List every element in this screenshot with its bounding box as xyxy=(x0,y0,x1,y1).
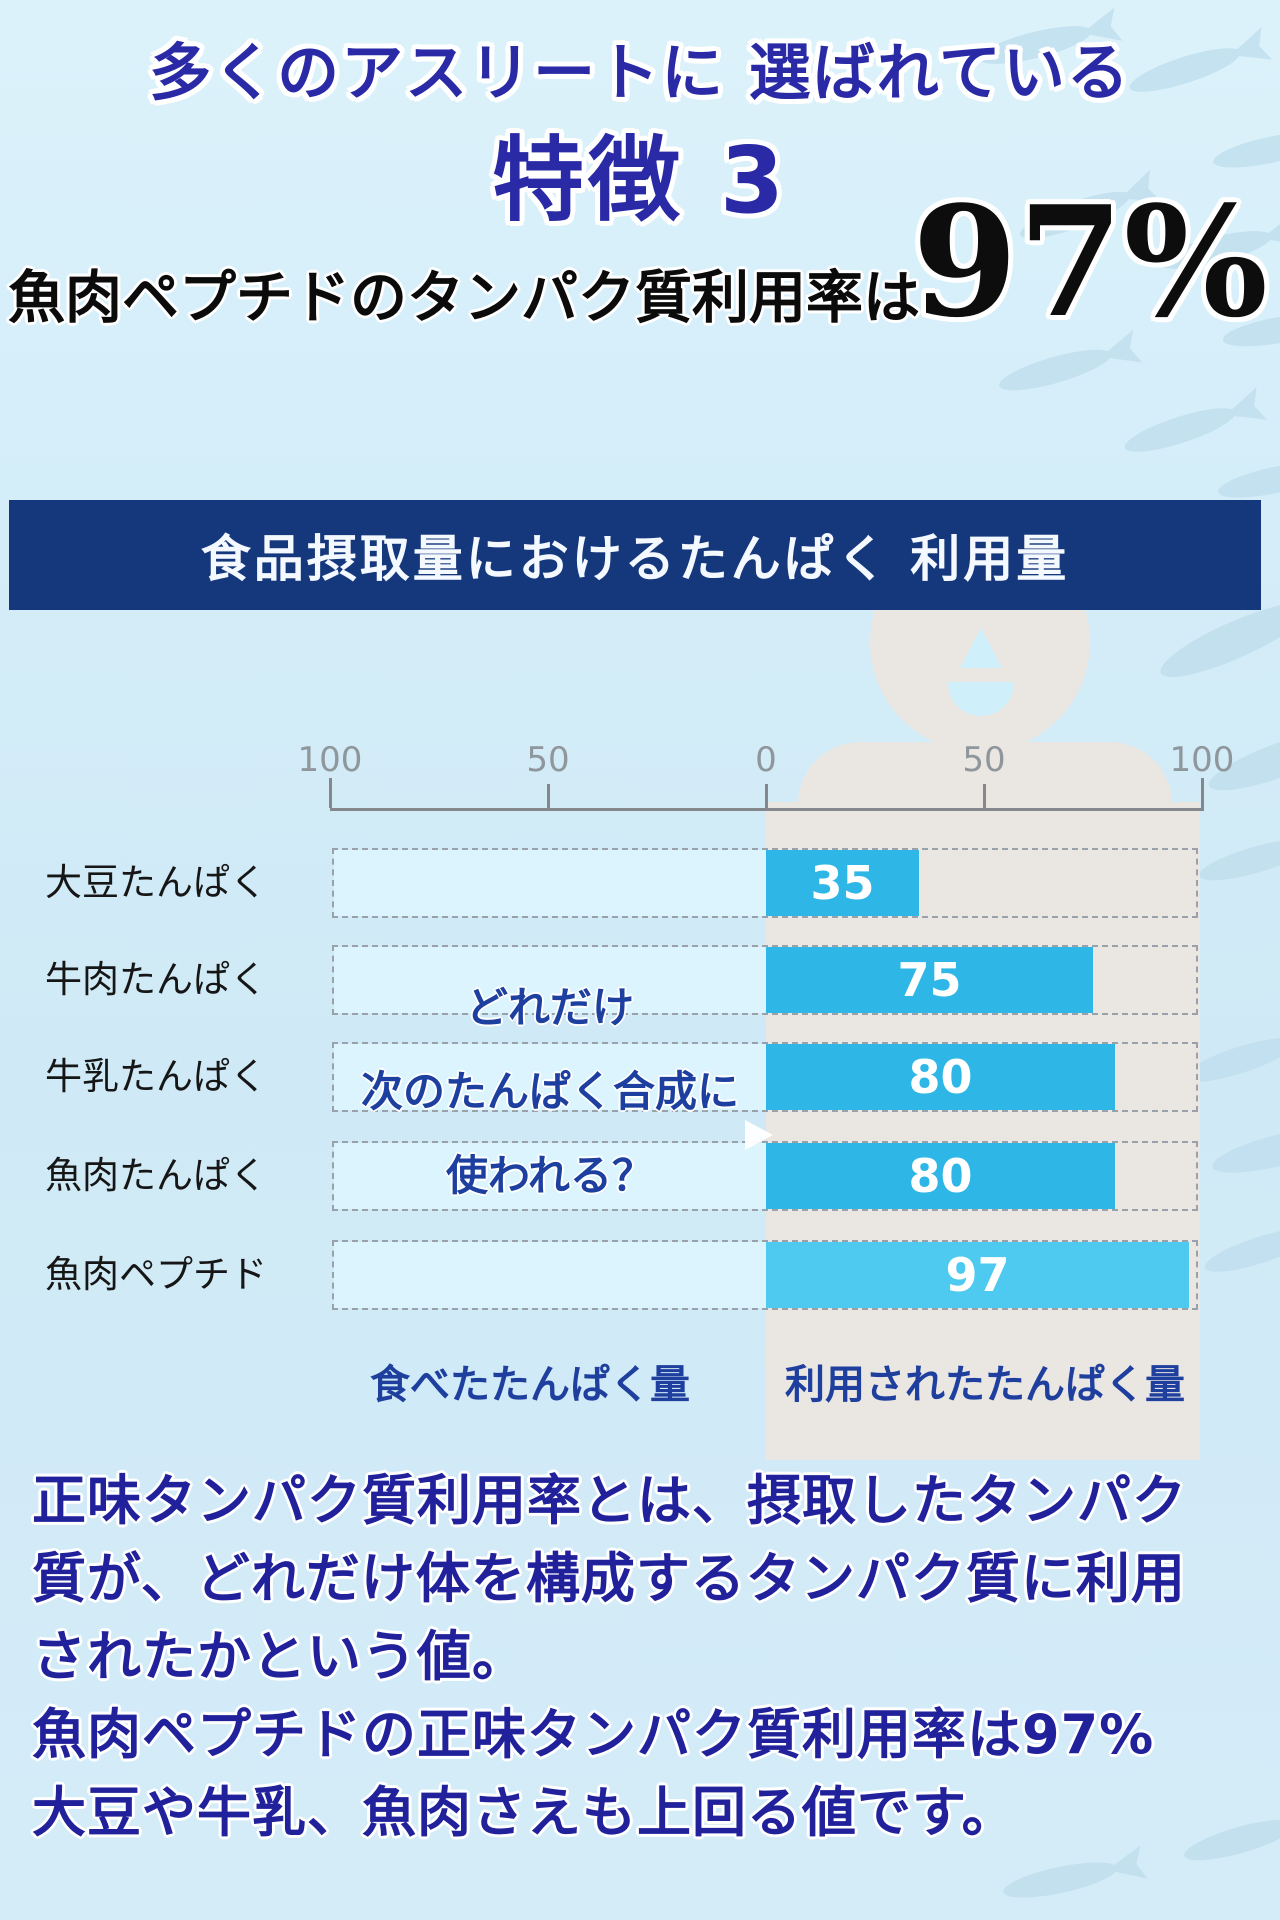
footer-line: 質が、どれだけ体を構成するタンパク質に利用 xyxy=(32,1547,1186,1610)
bar-fish: 80 xyxy=(766,1143,1115,1209)
bar-value: 80 xyxy=(908,1050,973,1104)
subtitle-text: 魚肉ペプチドのタンパク質利用率は xyxy=(8,265,920,331)
axis-line xyxy=(330,808,1204,811)
row-box: 35 xyxy=(332,848,1198,918)
bar-value: 80 xyxy=(908,1149,973,1203)
chart-title-band: 食品摂取量におけるたんぱく 利用量 xyxy=(9,500,1261,610)
row-box: 75 xyxy=(332,945,1198,1015)
axis-tick-label: 0 xyxy=(755,740,777,780)
bar-value: 97 xyxy=(945,1248,1010,1302)
row-left-fill xyxy=(334,1143,766,1209)
footer-line: 魚肉ペプチドの正味タンパク質利用率は97% xyxy=(32,1703,1155,1766)
row-left-fill xyxy=(334,1242,766,1308)
row-left-fill xyxy=(334,947,766,1013)
person-nose-icon xyxy=(960,628,1002,668)
footer-paragraph: 正味タンパク質利用率とは、摂取したタンパク 質が、どれだけ体を構成するタンパク質… xyxy=(32,1462,1262,1852)
axis-tick xyxy=(329,778,332,808)
row-label-soy: 大豆たんぱく xyxy=(45,861,267,904)
row-left-fill xyxy=(334,850,766,916)
overlay-line2: 次のたんぱく合成に xyxy=(360,1067,740,1116)
bar-milk: 80 xyxy=(766,1044,1115,1110)
chart-title: 食品摂取量におけるたんぱく 利用量 xyxy=(200,530,1070,588)
row-label-fish-peptide: 魚肉ペプチド xyxy=(45,1253,267,1296)
overlay-line1: どれだけ xyxy=(465,983,635,1032)
axis-tick xyxy=(765,784,768,808)
header-line1: 多くのアスリートに 選ばれている xyxy=(149,36,1131,109)
row-box: 80 xyxy=(332,1141,1198,1211)
row-label-beef: 牛肉たんぱく xyxy=(45,958,267,1001)
axis-tick-label: 50 xyxy=(526,740,570,780)
row-box: 97 xyxy=(332,1240,1198,1310)
axis-tick xyxy=(547,784,550,808)
row-box: 80 xyxy=(332,1042,1198,1112)
header-line2: 特徴 3 xyxy=(491,127,789,234)
xlabel-right: 利用されたたんぱく量 xyxy=(785,1362,1185,1408)
bar-value: 35 xyxy=(810,856,875,910)
row-label-fish: 魚肉たんぱく xyxy=(45,1154,267,1197)
axis-tick-label: 100 xyxy=(297,740,363,780)
row-left-fill xyxy=(334,1044,766,1110)
bar-beef: 75 xyxy=(766,947,1093,1013)
row-label-milk: 牛乳たんぱく xyxy=(45,1055,267,1098)
xlabel-left: 食べたたんぱく量 xyxy=(370,1362,690,1408)
footer-line: 正味タンパク質利用率とは、摂取したタンパク xyxy=(32,1469,1187,1532)
axis-tick-label: 50 xyxy=(962,740,1006,780)
axis-tick xyxy=(983,784,986,808)
pointer-arrow-icon xyxy=(745,1120,773,1150)
footer-line: 大豆や牛乳、魚肉さえも上回る値です。 xyxy=(32,1781,1017,1844)
axis-tick xyxy=(1201,778,1204,808)
axis-tick-label: 100 xyxy=(1169,740,1235,780)
bar-value: 75 xyxy=(897,953,962,1007)
subtitle-value: 97% xyxy=(912,172,1268,351)
footer-line: されたかという値。 xyxy=(32,1625,527,1688)
bar-fish-peptide: 97 xyxy=(766,1242,1189,1308)
bar-soy: 35 xyxy=(766,850,919,916)
overlay-line3: 使われる？ xyxy=(446,1151,654,1200)
